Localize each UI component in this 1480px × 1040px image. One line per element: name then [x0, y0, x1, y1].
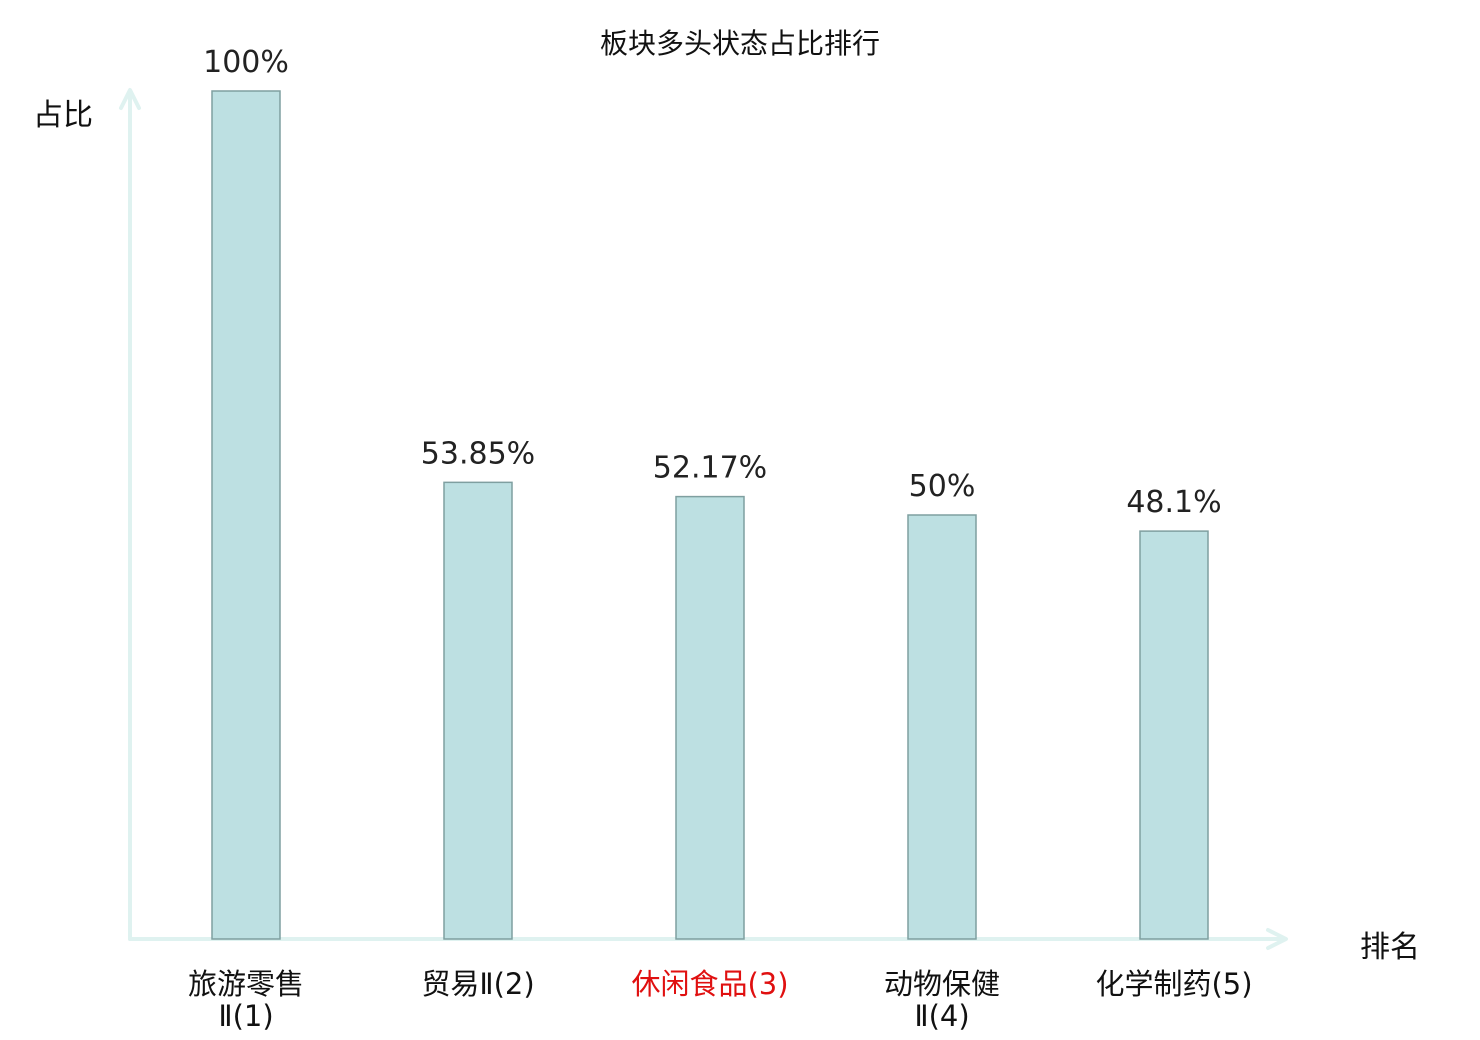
- bar-5: [1139, 530, 1209, 940]
- category-label-1: 旅游零售: [188, 967, 304, 1001]
- category-label-1-line2: Ⅱ(1): [218, 999, 273, 1033]
- value-label-4: 50%: [909, 469, 976, 504]
- bar-1: [211, 90, 281, 940]
- y-axis-arrow: [119, 88, 141, 110]
- x-axis-label: 排名: [1360, 930, 1420, 965]
- category-label-4: 动物保健: [884, 967, 1000, 1001]
- bar-3: [675, 495, 745, 940]
- bar-2: [443, 481, 513, 940]
- category-label-2: 贸易Ⅱ(2): [421, 967, 534, 1001]
- category-label-4-line2: Ⅱ(4): [914, 999, 969, 1033]
- category-label-5: 化学制药(5): [1095, 967, 1252, 1001]
- value-label-3: 52.17%: [653, 451, 767, 486]
- category-label-3: 休闲食品(3): [631, 967, 788, 1001]
- value-label-5: 48.1%: [1126, 485, 1221, 520]
- x-axis-arrow: [1266, 928, 1288, 950]
- value-label-2: 53.85%: [421, 436, 535, 471]
- value-label-1: 100%: [203, 45, 289, 80]
- bar-4: [907, 514, 977, 940]
- y-axis-label: 占比: [33, 98, 93, 133]
- chart-title: 板块多头状态占比排行: [599, 27, 880, 60]
